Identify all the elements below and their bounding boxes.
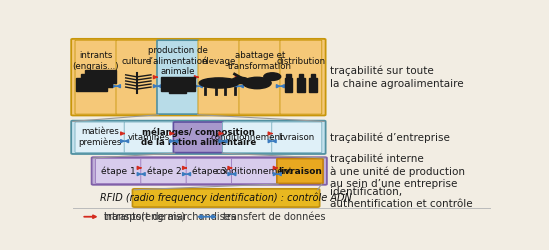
FancyBboxPatch shape <box>186 158 232 184</box>
FancyBboxPatch shape <box>75 40 117 114</box>
FancyBboxPatch shape <box>198 40 240 114</box>
Bar <box>309 78 317 92</box>
FancyBboxPatch shape <box>277 158 323 184</box>
Bar <box>284 78 293 92</box>
FancyBboxPatch shape <box>222 122 273 152</box>
Text: livraison: livraison <box>279 133 315 142</box>
Ellipse shape <box>243 77 271 89</box>
Text: culture: culture <box>122 57 152 66</box>
FancyBboxPatch shape <box>141 158 187 184</box>
Text: traçabilité sur toute
la chaine agroalimentaire: traçabilité sur toute la chaine agroalim… <box>330 66 464 88</box>
Bar <box>286 74 291 78</box>
Text: production de
l’alimentation
animale: production de l’alimentation animale <box>148 46 208 76</box>
Text: intrants
(engrais...): intrants (engrais...) <box>72 52 119 71</box>
Bar <box>76 78 107 90</box>
Text: matières
premières: matières premières <box>79 127 122 147</box>
Bar <box>85 70 116 83</box>
Text: mélanges/ composition
de la ration alimentaire: mélanges/ composition de la ration alime… <box>141 127 256 147</box>
Text: identification,
authentification et contrôle: identification, authentification et cont… <box>330 187 473 209</box>
FancyBboxPatch shape <box>124 122 174 152</box>
FancyBboxPatch shape <box>232 158 278 184</box>
Text: abattage et
transformation: abattage et transformation <box>228 52 292 71</box>
Text: vitamines: vitamines <box>128 133 170 142</box>
FancyBboxPatch shape <box>239 40 281 114</box>
Text: étape 2: étape 2 <box>147 166 181 176</box>
Text: étape 3: étape 3 <box>192 166 227 176</box>
Bar <box>161 76 195 90</box>
Ellipse shape <box>199 78 239 88</box>
FancyBboxPatch shape <box>132 189 320 207</box>
FancyBboxPatch shape <box>96 158 142 184</box>
Text: conditionnement: conditionnement <box>211 133 284 142</box>
FancyBboxPatch shape <box>71 121 326 154</box>
Text: traçabilité interne
à une unité de production
au sein d’une entreprise: traçabilité interne à une unité de produ… <box>330 153 466 189</box>
FancyBboxPatch shape <box>272 122 322 152</box>
FancyBboxPatch shape <box>280 40 322 114</box>
FancyBboxPatch shape <box>71 39 326 116</box>
Text: transport de marchandises: transport de marchandises <box>104 212 236 222</box>
Bar <box>170 90 186 93</box>
Text: transfert de données: transfert de données <box>223 212 325 222</box>
FancyBboxPatch shape <box>173 122 223 152</box>
Bar <box>297 78 305 92</box>
Text: étape 1: étape 1 <box>101 166 136 176</box>
Bar <box>311 74 316 78</box>
FancyBboxPatch shape <box>116 40 158 114</box>
Circle shape <box>264 73 281 80</box>
Text: conditionnement: conditionnement <box>216 166 293 175</box>
Bar <box>299 74 303 78</box>
Text: RFID (radio frequency identification) : contrôle ADN: RFID (radio frequency identification) : … <box>100 193 352 203</box>
FancyBboxPatch shape <box>157 40 199 114</box>
Text: livraison: livraison <box>278 166 322 175</box>
FancyBboxPatch shape <box>92 157 327 185</box>
Ellipse shape <box>232 77 249 84</box>
Bar <box>81 74 111 87</box>
FancyBboxPatch shape <box>75 122 125 152</box>
Text: intrants(engrais): intrants(engrais) <box>104 212 186 222</box>
Text: distribution: distribution <box>276 57 326 66</box>
Text: traçabilité d’entreprise: traçabilité d’entreprise <box>330 132 450 142</box>
Text: élevage: élevage <box>201 56 236 66</box>
